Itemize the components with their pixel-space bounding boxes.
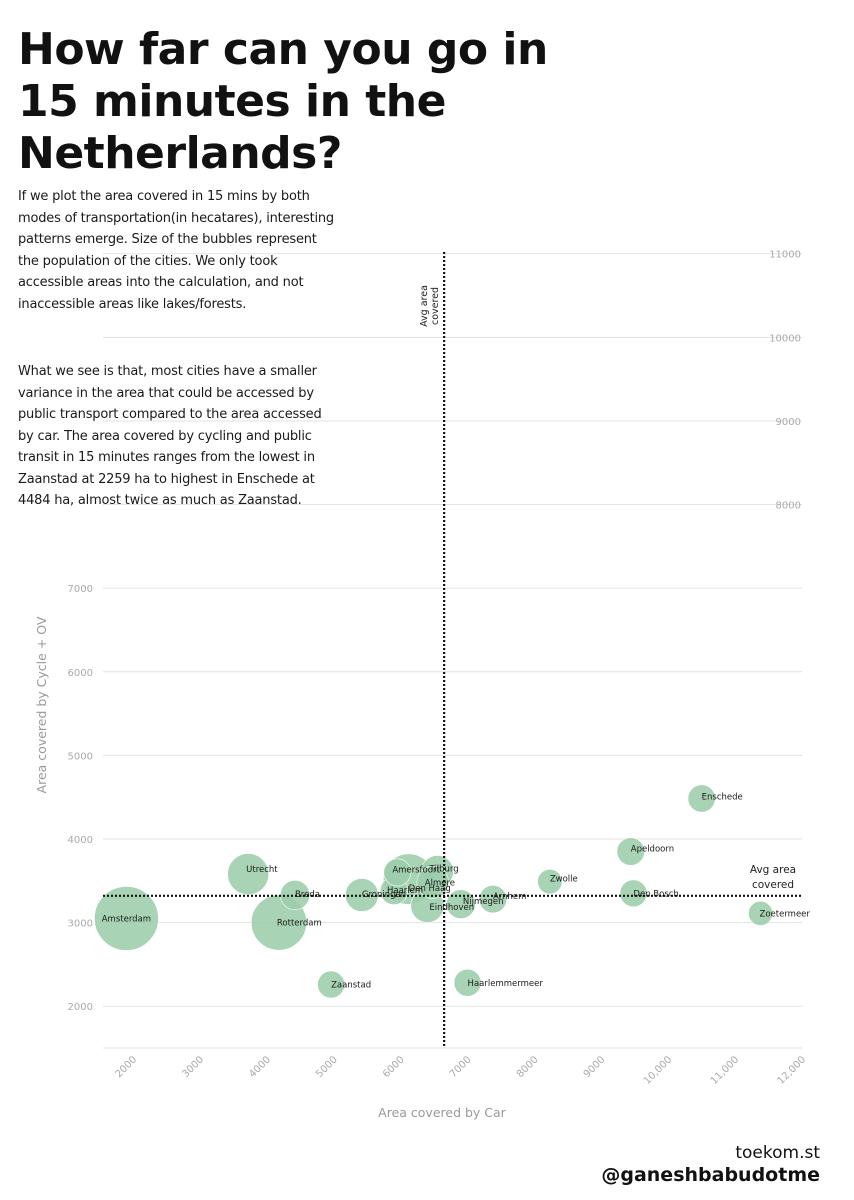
bubble-label: Haarlemmermeer bbox=[468, 979, 544, 989]
y-tick-label: 9000 bbox=[776, 417, 801, 428]
avg-reference-label-vertical: Avg area bbox=[419, 285, 430, 327]
bubble-label: Arnhem bbox=[493, 892, 526, 902]
bubble bbox=[227, 853, 270, 895]
y-tick-label: 4000 bbox=[68, 835, 93, 846]
bubble bbox=[616, 837, 645, 866]
bubble bbox=[383, 858, 412, 887]
x-tick-label: 3000 bbox=[180, 1054, 206, 1080]
y-tick-label: 6000 bbox=[68, 668, 93, 679]
bubble-label: Amersfoort bbox=[392, 865, 440, 875]
x-tick-label: 8000 bbox=[515, 1054, 541, 1080]
grid-lines bbox=[103, 253, 802, 1049]
bubble bbox=[687, 784, 716, 813]
avg-reference-label-horizontal: Avg area bbox=[750, 864, 796, 876]
y-tick-label: 10000 bbox=[769, 333, 801, 344]
y-tick-label: 3000 bbox=[68, 919, 93, 930]
credit-handle: @ganeshbabudotme bbox=[601, 1164, 820, 1186]
bubble-label: Amsterdam bbox=[102, 914, 151, 924]
bubble-label: Groningen bbox=[362, 890, 406, 900]
page-title: How far can you go in 15 minutes in the … bbox=[18, 24, 548, 179]
bubble-label: Den Bosch bbox=[633, 889, 678, 899]
credit-site: toekom.st bbox=[735, 1143, 820, 1163]
bubble bbox=[537, 869, 563, 895]
avg-reference-label-vertical: covered bbox=[430, 287, 441, 325]
bubble-label: Utrecht bbox=[246, 865, 278, 875]
x-tick-label: 12,000 bbox=[776, 1054, 809, 1087]
bubble-label: Den Haag bbox=[409, 884, 451, 894]
bubble-label: Breda bbox=[295, 890, 320, 900]
axis-ticks: 2000 3000 4000 5000 6000 7000 8000 9000 10000 110… bbox=[68, 250, 809, 1087]
x-tick-label: 11,000 bbox=[709, 1054, 742, 1087]
bubble bbox=[345, 878, 379, 912]
bubble-label: Rotterdam bbox=[277, 919, 322, 929]
y-tick-label: 11000 bbox=[769, 250, 801, 261]
avg-reference-label-horizontal: covered bbox=[752, 879, 794, 891]
bubble bbox=[748, 900, 773, 926]
bubble-label: Eindhoven bbox=[429, 903, 474, 913]
x-tick-label: 5000 bbox=[314, 1054, 340, 1080]
bubble-label: Zwolle bbox=[550, 875, 578, 885]
bubble bbox=[416, 866, 449, 899]
bubble-labels: Amsterdam Rotterdam Utrecht Den Haag Eindhov… bbox=[102, 793, 811, 991]
bubble-label: Enschede bbox=[702, 793, 743, 803]
bubble-label: Almere bbox=[425, 878, 455, 888]
bubble-label: Zoetermeer bbox=[760, 909, 811, 919]
bubble bbox=[94, 886, 159, 951]
y-axis-label: Area covered by Cycle + OV bbox=[34, 616, 49, 793]
bubble bbox=[446, 889, 476, 919]
bubble bbox=[478, 885, 508, 914]
bubble-label: Zaanstad bbox=[331, 981, 371, 991]
intro-paragraph: If we plot the area covered in 15 mins b… bbox=[18, 189, 334, 312]
y-tick-label: 8000 bbox=[776, 501, 801, 512]
bubble bbox=[317, 970, 345, 999]
bubble-label: Haarlem bbox=[387, 886, 423, 896]
x-tick-label: 6000 bbox=[381, 1054, 407, 1080]
y-tick-label: 7000 bbox=[68, 584, 93, 595]
y-tick-label: 5000 bbox=[68, 751, 93, 762]
x-tick-label: 4000 bbox=[247, 1054, 273, 1080]
x-tick-label: 7000 bbox=[448, 1054, 474, 1080]
bubble-label: Nijmegen bbox=[463, 897, 504, 907]
x-tick-label: 9000 bbox=[582, 1054, 608, 1080]
x-tick-label: 10,000 bbox=[642, 1054, 675, 1087]
bubble bbox=[619, 879, 648, 908]
x-axis-label: Area covered by Car bbox=[378, 1105, 507, 1120]
bubble bbox=[453, 968, 482, 997]
bubble-label: Tilburg bbox=[428, 865, 458, 875]
x-tick-label: 2000 bbox=[113, 1054, 139, 1080]
bubbles bbox=[94, 784, 773, 999]
y-tick-label: 2000 bbox=[68, 1002, 93, 1013]
bubble-label: Apeldoorn bbox=[631, 845, 674, 855]
